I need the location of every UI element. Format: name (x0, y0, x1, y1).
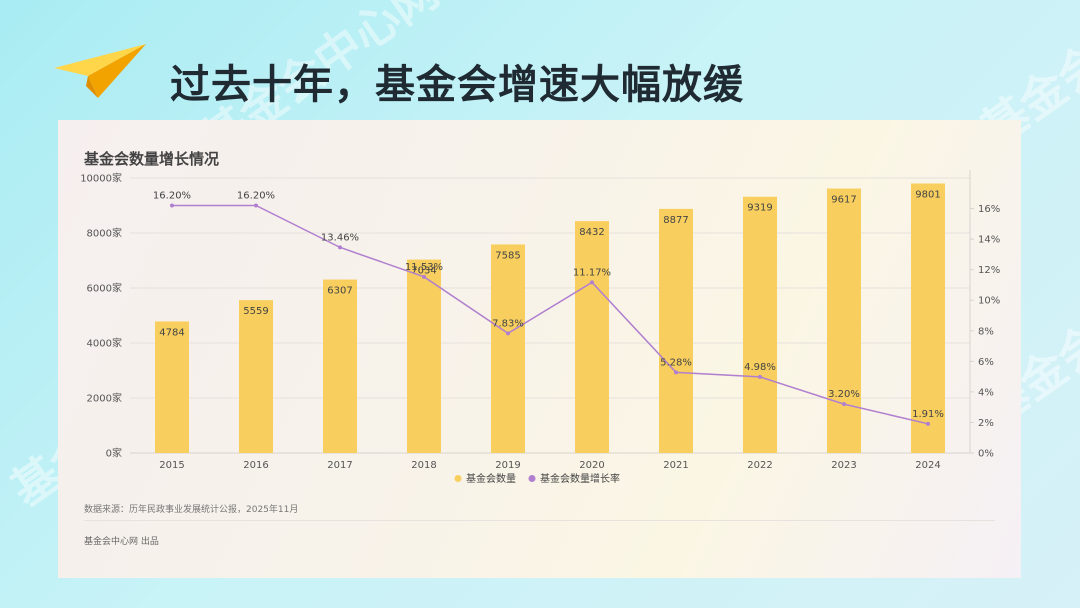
legend-bar-marker (454, 475, 462, 482)
x-tick-label: 2021 (663, 460, 688, 471)
chart-title: 基金会数量增长情况 (84, 150, 220, 168)
x-tick-label: 2017 (327, 460, 352, 471)
y-left-tick-label: 10000家 (80, 172, 122, 185)
divider (84, 520, 995, 521)
growth-rate-label: 5.28% (660, 357, 692, 368)
bar (575, 221, 609, 453)
growth-rate-label: 7.83% (492, 318, 524, 329)
growth-rate-label: 3.20% (828, 389, 860, 400)
y-right-tick-label: 2% (978, 418, 994, 429)
y-left-tick-label: 2000家 (87, 392, 122, 405)
growth-rate-label: 1.91% (912, 409, 944, 420)
growth-rate-label: 13.46% (321, 232, 359, 243)
bar-value-label: 9801 (915, 189, 940, 200)
growth-rate-point (506, 331, 510, 336)
y-right-tick-label: 16% (978, 204, 1000, 215)
bar-value-label: 9617 (831, 195, 856, 206)
x-tick-label: 2018 (411, 460, 436, 471)
growth-rate-point (254, 203, 258, 208)
combo-chart: 0家 2000家 4000家 6000家 8000家 10000家 0% 2% 4% 6% 8% 10… (80, 170, 1000, 485)
growth-rate-label: 16.20% (237, 191, 275, 202)
growth-rate-point (758, 374, 762, 379)
x-tick-label: 2023 (831, 460, 856, 471)
bar-value-label: 5559 (243, 306, 268, 317)
y-right-tick-label: 8% (978, 326, 994, 337)
bar-value-label: 4784 (159, 327, 184, 338)
bar (239, 300, 273, 453)
y-left-tick-label: 8000家 (87, 227, 122, 240)
bar-value-label: 8877 (663, 215, 688, 226)
y-right-tick-label: 12% (978, 265, 1000, 276)
growth-rate-label: 11.53% (405, 262, 443, 273)
credit-note: 基金会中心网 出品 (84, 537, 159, 547)
y-left-tick-label: 0家 (106, 447, 122, 460)
chart-card: 基金会数量增长情况 0家 2000家 4000家 6000家 8000家 10000家 0%… (58, 120, 1021, 578)
growth-rate-point (422, 274, 426, 279)
y-left-tick-label: 6000家 (87, 282, 122, 295)
bar (827, 188, 861, 453)
legend-line-marker (528, 475, 536, 482)
bar (911, 183, 945, 453)
bar (155, 321, 189, 453)
growth-rate-point (170, 203, 174, 208)
x-tick-label: 2016 (243, 460, 268, 471)
growth-rate-line (172, 204, 929, 425)
growth-rate-point (842, 402, 846, 407)
y-right-tick-label: 10% (978, 296, 1000, 307)
legend-line-label: 基金会数量增长率 (540, 472, 620, 485)
y-right-tick-label: 0% (978, 449, 994, 460)
x-tick-label: 2022 (747, 460, 772, 471)
x-tick-label: 2019 (495, 460, 520, 471)
y-right-tick-label: 6% (978, 357, 994, 368)
bar (407, 259, 441, 453)
growth-rate-label: 11.17% (573, 267, 611, 278)
growth-rate-point (926, 421, 930, 426)
bar-value-label: 6307 (327, 286, 352, 297)
x-tick-label: 2020 (579, 460, 604, 471)
paper-plane-icon (54, 44, 146, 98)
bar-value-label: 7034 (411, 266, 436, 277)
y-left-tick-label: 4000家 (87, 337, 122, 350)
x-tick-label: 2015 (159, 460, 184, 471)
bar (323, 279, 357, 453)
bar-value-label: 7585 (495, 250, 520, 261)
growth-rate-point (674, 370, 678, 375)
growth-rate-label: 4.98% (744, 362, 776, 373)
bar (743, 196, 777, 453)
x-tick-label: 2024 (915, 460, 940, 471)
growth-rate-point (590, 280, 594, 285)
bar (491, 244, 525, 453)
y-right-tick-label: 4% (978, 387, 994, 398)
data-source-note: 数据来源：历年民政事业发展统计公报，2025年11月 (84, 505, 299, 515)
bar-value-label: 9319 (747, 203, 772, 214)
slide-title: 过去十年，基金会增速大幅放缓 (170, 62, 744, 108)
y-right-tick-label: 14% (978, 235, 1000, 246)
bar-value-label: 8432 (579, 227, 604, 238)
legend-bar-label: 基金会数量 (466, 472, 516, 485)
bar (659, 208, 693, 453)
growth-rate-point (338, 245, 342, 250)
growth-rate-label: 16.20% (153, 191, 191, 202)
